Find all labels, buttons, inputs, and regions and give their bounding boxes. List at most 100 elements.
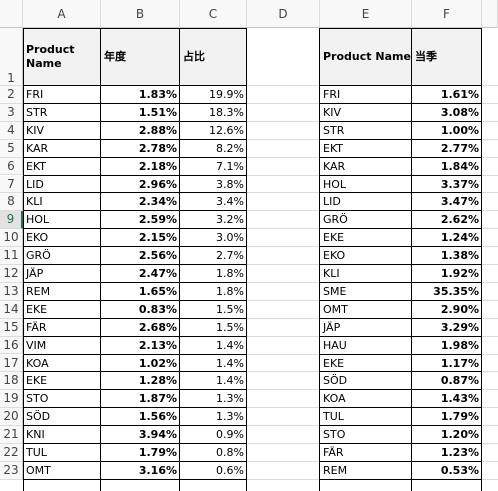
row-header-9[interactable]: 9 [0, 211, 23, 230]
cell-b[interactable]: 3.94% [138, 428, 177, 442]
cell-f[interactable]: 1.20% [440, 428, 479, 442]
cell-a[interactable]: LID [26, 177, 44, 191]
cell-c[interactable]: 1.5% [216, 302, 244, 316]
cell-c[interactable]: 8.2% [216, 141, 244, 155]
row-header-3[interactable]: 3 [0, 103, 23, 122]
row-header-18[interactable]: 18 [0, 372, 23, 391]
row-header-17[interactable]: 17 [0, 354, 23, 373]
column-header-a[interactable]: A [23, 0, 101, 28]
cell-b[interactable]: 2.56% [138, 249, 177, 263]
column-header-d[interactable]: D [247, 0, 320, 28]
header-cell-e[interactable]: Product Name [320, 28, 412, 86]
cell-e[interactable]: FRI [323, 88, 341, 101]
cell-f[interactable]: 3.29% [440, 320, 479, 334]
cell-c[interactable]: 3.8% [216, 177, 244, 191]
cell-e[interactable]: SÖD [323, 374, 348, 388]
row-header-5[interactable]: 5 [0, 139, 23, 158]
row-header-15[interactable]: 15 [0, 318, 23, 337]
row-header-4[interactable]: 4 [0, 121, 23, 140]
cell-f[interactable]: 2.90% [440, 302, 479, 316]
cell-c[interactable]: 0.9% [216, 428, 244, 442]
cell-f[interactable]: 3.47% [440, 195, 479, 209]
cell-c[interactable]: 3.2% [216, 213, 244, 227]
cell-e[interactable]: SME [323, 284, 347, 298]
cell-c[interactable]: 1.3% [216, 392, 244, 406]
header-cell-a[interactable]: Product Name [23, 28, 101, 86]
cell-f[interactable]: 1.23% [440, 446, 479, 459]
cell-c[interactable]: 3.4% [216, 195, 244, 209]
cell-b[interactable]: 3.16% [138, 463, 177, 477]
cell-b[interactable]: 2.59% [138, 213, 177, 227]
cell-a[interactable]: TUL [26, 446, 47, 459]
cell-a[interactable]: STR [26, 105, 48, 119]
cell-a[interactable]: KIV [26, 123, 44, 137]
cell-c[interactable]: 7.1% [216, 159, 244, 173]
cell-f[interactable]: 0.87% [440, 374, 479, 388]
header-cell-c[interactable]: 占比 [180, 28, 247, 86]
cell-c[interactable]: 0.8% [216, 446, 244, 459]
cell-f[interactable]: 35.35% [433, 284, 479, 298]
row-header-20[interactable]: 20 [0, 408, 23, 427]
column-header-c[interactable]: C [180, 0, 247, 28]
cell-c[interactable]: 1.8% [216, 284, 244, 298]
cell-a[interactable]: HOL [26, 213, 50, 227]
cell-e[interactable]: REM [323, 463, 348, 477]
cell-b[interactable]: 1.28% [138, 374, 177, 388]
cell-b[interactable]: 2.96% [138, 177, 177, 191]
cell-e[interactable]: LID [323, 195, 341, 209]
row-header-6[interactable]: 6 [0, 157, 23, 176]
column-header-f[interactable]: F [412, 0, 482, 28]
cell-c[interactable]: 18.3% [209, 105, 244, 119]
cell-f[interactable]: 1.79% [440, 410, 479, 424]
cell-f[interactable]: 1.98% [440, 338, 479, 352]
cell-a[interactable]: GRÖ [26, 249, 51, 263]
cell-e[interactable]: EKT [323, 141, 344, 155]
cell-e[interactable]: EKE [323, 231, 345, 245]
row-header-22[interactable]: 22 [0, 444, 23, 462]
cell-a[interactable]: EKE [26, 302, 48, 316]
row-header-7[interactable]: 7 [0, 175, 23, 194]
cell-b[interactable]: 2.15% [138, 231, 177, 245]
row-header-11[interactable]: 11 [0, 247, 23, 265]
row-header-10[interactable]: 10 [0, 229, 23, 248]
cell-e[interactable]: JÄP [323, 320, 341, 334]
cell-c[interactable]: 1.4% [216, 374, 244, 388]
cell-a[interactable]: VIM [26, 338, 47, 352]
cell-c[interactable]: 1.4% [216, 356, 244, 370]
row-header-1[interactable]: 1 [0, 28, 23, 86]
cell-a[interactable]: SÖD [26, 410, 51, 424]
select-all-corner[interactable] [0, 0, 23, 28]
column-header-b[interactable]: B [101, 0, 180, 28]
cell-a[interactable]: KOA [26, 356, 49, 370]
cell-b[interactable]: 1.56% [138, 410, 177, 424]
cell-e[interactable]: KAR [323, 159, 346, 173]
cell-e[interactable]: FÄR [323, 446, 344, 459]
cell-b[interactable]: 2.47% [138, 267, 177, 280]
cell-e[interactable]: STR [323, 123, 345, 137]
cell-a[interactable]: JÄP [26, 267, 44, 280]
cell-f[interactable]: 1.43% [440, 392, 479, 406]
cell-e[interactable]: HAU [323, 338, 347, 352]
cell-e[interactable]: HOL [323, 177, 347, 191]
cell-f[interactable]: 1.92% [440, 267, 479, 280]
cell-b[interactable]: 1.87% [138, 392, 177, 406]
cell-a[interactable]: KNI [26, 428, 45, 442]
cell-a[interactable]: KLI [26, 195, 43, 209]
cell-a[interactable]: REM [26, 284, 51, 298]
cell-b[interactable]: 0.83% [138, 302, 177, 316]
cell-a[interactable]: KAR [26, 141, 49, 155]
cell-a[interactable]: EKO [26, 231, 49, 245]
cell-c[interactable]: 3.0% [216, 231, 244, 245]
cell-c[interactable]: 19.9% [209, 88, 244, 101]
row-header-14[interactable]: 14 [0, 300, 23, 319]
cell-c[interactable]: 1.5% [216, 320, 244, 334]
header-cell-b[interactable]: 年度 [101, 28, 180, 86]
row-header-23[interactable]: 23 [0, 461, 23, 480]
cell-f[interactable]: 1.84% [440, 159, 479, 173]
cell-c[interactable]: 2.7% [216, 249, 244, 263]
cell-b[interactable]: 2.88% [138, 123, 177, 137]
cell-e[interactable]: OMT [323, 302, 348, 316]
cell-f[interactable]: 1.00% [440, 123, 479, 137]
row-header-19[interactable]: 19 [0, 390, 23, 409]
